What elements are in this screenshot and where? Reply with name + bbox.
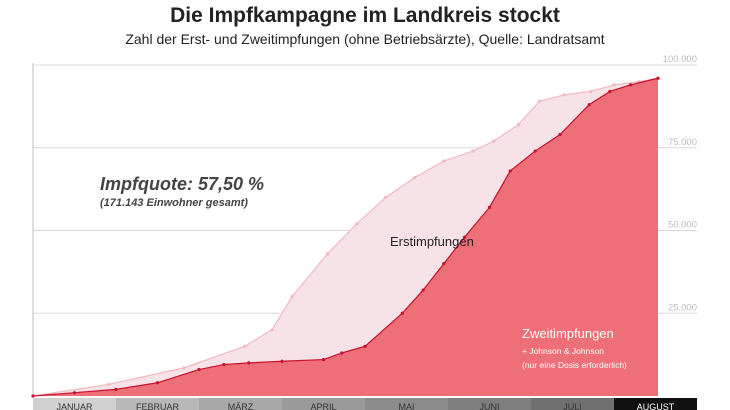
data-point bbox=[656, 76, 660, 80]
y-tick-label: 75.000 bbox=[668, 137, 697, 148]
data-point bbox=[537, 99, 541, 104]
data-point bbox=[182, 366, 186, 370]
second-series-label: Zweitimpfungen bbox=[522, 326, 614, 341]
data-point bbox=[608, 89, 612, 94]
month-band-cell bbox=[614, 398, 697, 410]
data-point bbox=[421, 288, 425, 292]
data-point bbox=[114, 387, 118, 391]
y-tick-label: 25.000 bbox=[668, 302, 697, 313]
month-label: JUNI bbox=[480, 402, 500, 410]
y-axis: 25.000 50.000 75.000 100.000 bbox=[663, 54, 697, 313]
second-note-1: + Johnson & Johnson bbox=[522, 346, 604, 356]
y-tick-label: 50.000 bbox=[668, 220, 697, 231]
data-point bbox=[516, 122, 521, 127]
data-point bbox=[384, 195, 388, 199]
data-point bbox=[290, 295, 294, 299]
second-note-2: (nur eine Dosis erforderlich) bbox=[522, 360, 627, 370]
data-point bbox=[562, 93, 566, 97]
data-point bbox=[413, 175, 417, 180]
chart-title: Die Impfkampagne im Landkreis stockt bbox=[170, 4, 560, 27]
data-point bbox=[612, 83, 616, 87]
month-band-cell bbox=[282, 398, 365, 410]
data-point bbox=[471, 149, 475, 153]
month-label: AUGUST bbox=[637, 402, 675, 410]
data-point bbox=[155, 381, 160, 385]
data-point bbox=[442, 262, 446, 266]
first-series-label: Erstimpfungen bbox=[390, 234, 474, 249]
data-point bbox=[508, 169, 512, 173]
data-point bbox=[463, 235, 467, 239]
data-point bbox=[243, 344, 247, 348]
data-point bbox=[533, 149, 537, 153]
month-band-cell bbox=[365, 398, 448, 410]
data-point bbox=[492, 139, 496, 143]
data-point bbox=[355, 222, 359, 226]
series-line bbox=[32, 77, 659, 397]
chart-subtitle: Zahl der Erst- und Zweitimpfungen (ohne … bbox=[125, 31, 605, 47]
data-point bbox=[589, 89, 593, 94]
data-point bbox=[321, 357, 326, 362]
data-point bbox=[558, 132, 562, 137]
data-point bbox=[442, 159, 446, 163]
population-label: (171.143 Einwohner gesamt) bbox=[100, 197, 248, 209]
month-band-cell bbox=[116, 398, 199, 410]
data-point bbox=[487, 205, 492, 209]
month-band-cell bbox=[33, 398, 116, 410]
data-point bbox=[106, 382, 111, 387]
plot-area bbox=[31, 76, 660, 398]
data-point bbox=[363, 344, 367, 348]
month-band-cell bbox=[448, 398, 531, 410]
month-label: FEBRUAR bbox=[136, 402, 180, 410]
month-label: APRIL bbox=[310, 402, 336, 410]
data-point bbox=[587, 103, 591, 107]
annotations: Impfquote: 57,50 % (171.143 Einwohner ge… bbox=[100, 174, 627, 370]
impfquote-label: Impfquote: 57,50 % bbox=[100, 174, 264, 194]
data-point bbox=[72, 391, 77, 395]
y-tick-label: 100.000 bbox=[663, 54, 697, 65]
series-area bbox=[33, 78, 658, 397]
month-band-cell bbox=[199, 398, 282, 410]
month-band: JANUAR FEBRUAR MÄRZ APRIL MAI JUNI JULI AUGUST bbox=[33, 398, 697, 410]
data-point bbox=[222, 362, 226, 367]
month-band-cell bbox=[531, 398, 614, 410]
data-point bbox=[270, 328, 274, 332]
data-point bbox=[31, 394, 35, 398]
data-point bbox=[247, 361, 251, 365]
data-point bbox=[280, 359, 284, 363]
data-point bbox=[326, 252, 330, 256]
month-label: MÄRZ bbox=[228, 402, 254, 410]
data-point bbox=[629, 83, 633, 87]
data-point bbox=[400, 311, 404, 315]
data-point bbox=[340, 351, 344, 355]
month-label: JULI bbox=[563, 402, 582, 410]
month-label: MAI bbox=[398, 402, 414, 410]
data-point bbox=[197, 367, 201, 372]
month-label: JANUAR bbox=[56, 402, 93, 410]
